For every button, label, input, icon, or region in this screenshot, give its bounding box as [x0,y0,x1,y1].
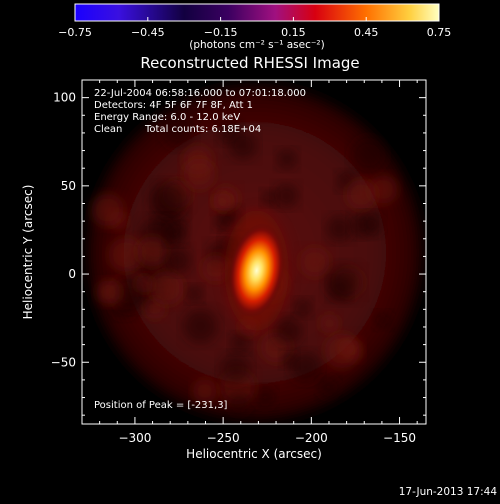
y-axis-label: Heliocentric Y (arcsec) [21,185,35,320]
flare-source-core [228,223,285,318]
mottle-dark-patch [274,183,299,209]
flare-sources [224,210,289,331]
plot-frame [81,79,427,425]
mottle-dark-patch [254,387,276,408]
mottle-dark-patch [325,264,362,301]
image-area [82,80,426,424]
x-tick-label: −300 [118,431,151,445]
colorbar-tick-label: 0.45 [354,26,379,39]
footer-date: 17-Jun-2013 17:44 [399,486,498,498]
mottle-bright-patch [149,270,184,306]
mottle-dark-patch [164,247,192,274]
colorbar-tick-label: 0.75 [427,26,452,39]
mottle-bright-patch [192,379,217,403]
mottle-dark-patch [149,182,185,219]
y-tick-label: 0 [68,267,76,281]
chart-title: Reconstructed RHESSI Image [140,54,359,72]
mottle-dark-patch [261,189,278,206]
mottle-dark-patch [374,311,392,330]
colorbar-units-label: (photons cm⁻² s⁻¹ asec⁻²) [189,39,324,51]
mottle-dark-patch [351,137,387,173]
colorbar-tick-label: −0.45 [131,26,165,39]
mottle-bright-patch [299,247,330,278]
mottle-dark-patch [276,149,298,170]
mottle-dark-patch [186,285,203,303]
colorbar: −0.75 −0.45 −0.15 0.15 0.45 0.75 (photons cm⁻… [58,3,451,51]
mottle-bright-patch [324,333,360,369]
mottle-dark-patch [317,376,339,398]
mottle-dark-patch [273,317,302,346]
mottle-bright-patch [108,237,143,272]
mottle-dark-patch [220,354,251,385]
mottle-bright-patch [96,279,121,305]
mottle-bright-patch [135,274,154,294]
mottle-dark-patch [360,212,384,236]
mottle-bright-patch [201,254,230,282]
colorbar-tick-label: 0.15 [281,26,306,39]
x-axis-label: Heliocentric X (arcsec) [186,447,322,461]
mottle-dark-patch [165,223,186,245]
mottle-dark-patch [228,131,258,160]
y-tick-label: −50 [51,355,76,369]
y-tick-label: 50 [61,179,76,193]
mottle-dark-patch [213,211,232,231]
x-tick-label: −150 [383,431,416,445]
background-mottle [91,115,398,415]
mottle-bright-patch [212,192,232,212]
colorbar-ticks: −0.75 −0.45 −0.15 0.15 0.45 0.75 [58,17,451,39]
colorbar-tick-label: −0.75 [58,26,92,39]
x-axis: −300 −250 −200 −150 [81,80,418,445]
x-tick-label: −250 [207,431,240,445]
mottle-dark-patch [183,308,218,344]
mottle-bright-patch [319,313,340,334]
annotation-time-range: 22-Jul-2004 06:58:16.000 to 07:01:18.000 [94,88,306,99]
y-tick-label: 100 [53,91,76,105]
annotation-total-counts: Total counts: 6.18E+04 [144,124,261,135]
mottle-dark-patch [230,333,250,353]
mottle-bright-patch [91,193,124,227]
mottle-dark-patch [227,391,251,415]
colorbar-gradient [74,3,440,22]
mottle-dark-patch [293,299,312,317]
x-tick-label: −200 [295,431,328,445]
annotation-method: Clean [94,124,122,135]
y-axis: −50 0 50 100 [51,79,426,416]
peak-position-label: Position of Peak = [-231,3] [94,400,228,411]
mottle-dark-patch [161,115,195,148]
mottle-bright-patch [346,179,377,210]
annotation-detectors: Detectors: 4F 5F 6F 7F 8F, Att 1 [94,100,253,111]
colorbar-tick-label: −0.15 [204,26,238,39]
mottle-bright-patch [136,236,168,267]
mottle-dark-patch [326,215,353,242]
mottle-bright-patch [183,158,216,190]
mottle-dark-patch [289,351,321,383]
annotations: 22-Jul-2004 06:58:16.000 to 07:01:18.000… [94,88,306,411]
annotation-energy-range: Energy Range: 6.0 - 12.0 keV [94,112,240,123]
